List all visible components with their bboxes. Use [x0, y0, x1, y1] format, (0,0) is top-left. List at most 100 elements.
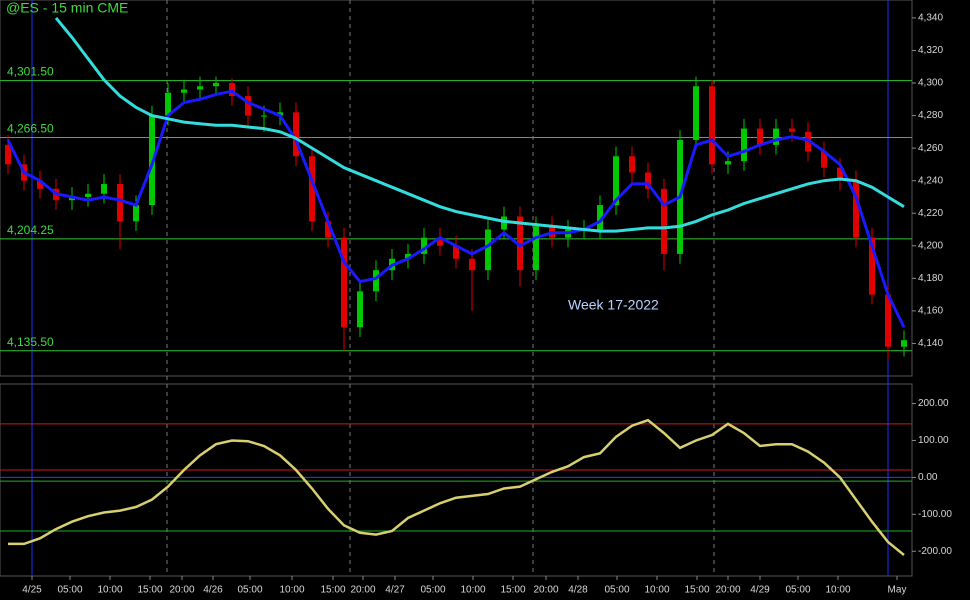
level-label: 4,301.50	[7, 65, 54, 79]
candle-body	[533, 226, 539, 271]
candle-body	[309, 156, 315, 222]
candle-body	[437, 237, 443, 246]
oscillator-plot	[0, 418, 912, 556]
x-tick-label: 15:00	[500, 585, 525, 596]
x-tick-label: 15:00	[137, 585, 162, 596]
y-tick-label: 4,340	[918, 13, 943, 24]
candle-body	[613, 156, 619, 206]
x-tick-label: 20:00	[169, 585, 194, 596]
x-tick-label: 10:00	[279, 585, 304, 596]
y-tick-label: 200.00	[918, 398, 949, 409]
y-tick-label: 4,300	[918, 78, 943, 89]
candle-body	[645, 172, 651, 189]
candle-body	[901, 340, 907, 347]
candle-body	[869, 237, 875, 295]
y-tick-label: -100.00	[918, 509, 952, 520]
y-tick-label: 0.00	[918, 472, 938, 483]
candle-body	[453, 245, 459, 259]
y-tick-label: 4,320	[918, 45, 943, 56]
candle-body	[245, 96, 251, 116]
candle-body	[853, 180, 859, 238]
candle-body	[101, 183, 107, 194]
x-tick-label: 10:00	[825, 585, 850, 596]
x-tick-label: 05:00	[237, 585, 262, 596]
candle-body	[725, 161, 731, 165]
level-label: 4,135.50	[7, 335, 54, 349]
candle-body	[837, 167, 843, 181]
x-tick-label: 4/29	[750, 585, 770, 596]
candle-body	[597, 205, 603, 230]
x-tick-label: 10:00	[644, 585, 669, 596]
candle-body	[405, 253, 411, 259]
candle-body	[821, 151, 827, 168]
x-tick-label: 05:00	[604, 585, 629, 596]
x-tick-label: 20:00	[350, 585, 375, 596]
x-tick-label: 4/27	[385, 585, 405, 596]
y-tick-label: 4,200	[918, 240, 943, 251]
candle-body	[517, 216, 523, 271]
y-tick-label: 4,220	[918, 208, 943, 219]
x-tick-label: 4/28	[568, 585, 588, 596]
candle-body	[885, 294, 891, 347]
x-tick-label: 10:00	[460, 585, 485, 596]
y-tick-label: -200.00	[918, 546, 952, 557]
candle-body	[277, 112, 283, 116]
candle-body	[421, 237, 427, 254]
candle-body	[501, 216, 507, 230]
x-tick-label: 15:00	[684, 585, 709, 596]
candle-body	[469, 258, 475, 271]
candle-body	[373, 270, 379, 292]
x-tick-label: 4/26	[203, 585, 223, 596]
candle-body	[213, 83, 219, 87]
axes: 4,140 4,160 4,180 4,200 4,220 4,240 4,260 4,280…	[22, 13, 952, 596]
candle-body	[661, 188, 667, 254]
x-tick-label: 4/25	[22, 585, 42, 596]
candle-body	[181, 89, 187, 93]
x-tick-label: 05:00	[785, 585, 810, 596]
y-tick-label: 4,260	[918, 143, 943, 154]
x-tick-label: 20:00	[533, 585, 558, 596]
line-series	[8, 418, 905, 556]
level-label: 4,266.50	[7, 122, 54, 136]
candle-body	[5, 144, 11, 165]
x-tick-label: 10:00	[97, 585, 122, 596]
x-tick-label: 05:00	[420, 585, 445, 596]
y-tick-label: 4,140	[918, 338, 943, 349]
candle-body	[197, 86, 203, 90]
price-panel	[0, 0, 913, 377]
price-plot: 4,301.50 4,266.50 4,204.25 4,135.50	[0, 16, 912, 360]
y-tick-label: 4,240	[918, 175, 943, 186]
candle-body	[293, 112, 299, 157]
candle-body	[69, 196, 75, 201]
candle-body	[693, 86, 699, 140]
candle-body	[629, 156, 635, 173]
candle-body	[165, 92, 171, 116]
x-tick-label: 05:00	[57, 585, 82, 596]
candle-body	[741, 128, 747, 162]
y-tick-label: 4,160	[918, 306, 943, 317]
candle-body	[133, 205, 139, 222]
line-series	[6, 89, 906, 328]
candle-body	[117, 183, 123, 222]
y-tick-label: 100.00	[918, 435, 949, 446]
level-label: 4,204.25	[7, 223, 54, 237]
line-series	[54, 16, 905, 233]
candle-body	[709, 86, 715, 165]
oscillator-panel	[0, 383, 913, 577]
candle-body	[485, 229, 491, 271]
candle-body	[357, 291, 363, 328]
candle-body	[85, 193, 91, 197]
chart-title: @ES - 15 min CME	[6, 0, 128, 16]
x-tick-label: 15:00	[320, 585, 345, 596]
candle-body	[789, 128, 795, 132]
candle-body	[229, 83, 235, 97]
candle-body	[261, 115, 267, 117]
candle-body	[341, 237, 347, 328]
x-tick-label: 20:00	[715, 585, 740, 596]
y-tick-label: 4,180	[918, 273, 943, 284]
candle-body	[37, 180, 43, 189]
x-tick-label: May	[888, 585, 907, 596]
annotation: Week 17-2022	[568, 297, 659, 313]
candle-body	[757, 128, 763, 145]
